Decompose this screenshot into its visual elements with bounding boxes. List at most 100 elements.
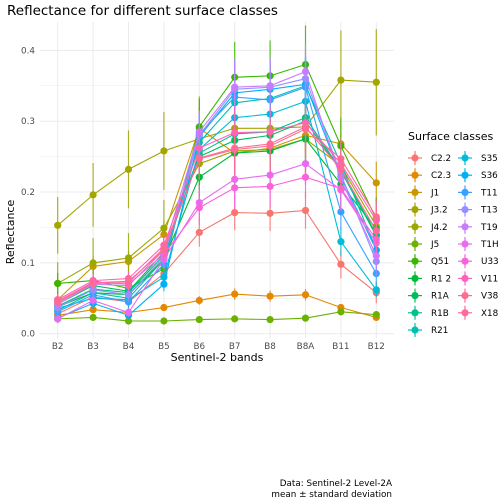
series-j5 (54, 308, 380, 325)
x-tick-label: B12 (368, 342, 385, 352)
x-tick-label: B5 (158, 342, 170, 352)
data-point (266, 82, 274, 90)
legend-key-point (411, 240, 419, 248)
data-point (301, 206, 310, 215)
legend-item: T11 (458, 185, 498, 200)
x-tick-label: B6 (193, 342, 205, 352)
legend-label: R1B (431, 309, 449, 319)
data-point (195, 204, 203, 212)
data-point (301, 291, 310, 299)
legend-item: S35 (458, 151, 498, 165)
legend-item: V11 (458, 271, 498, 286)
data-point (89, 191, 97, 199)
x-tick-label: B3 (87, 342, 99, 352)
legend-item: T19 (458, 219, 498, 234)
legend-label: T11 (480, 188, 498, 198)
legend-item: J4.2 (408, 219, 448, 234)
series-line (57, 126, 377, 302)
chart-title: Reflectance for different surface classe… (7, 3, 278, 19)
data-point (231, 144, 239, 152)
legend-key-point (411, 171, 419, 179)
legend-item: J3.2 (408, 202, 448, 217)
data-point (337, 208, 345, 216)
legend: Surface classes C2.2 C2.3 J1 J3.2 J4.2 J5 Q51 R… (408, 130, 499, 337)
data-point (160, 246, 168, 254)
x-tick-label: B8 (264, 342, 276, 352)
legend-item: U33 (458, 254, 499, 269)
data-point (195, 296, 203, 305)
data-point (231, 290, 239, 298)
data-point (266, 140, 274, 148)
legend-key-point (461, 206, 469, 214)
y-axis-title: Reflectance (4, 200, 17, 265)
data-point (54, 221, 62, 229)
x-tick-label: B2 (52, 342, 64, 352)
legend-key-point (411, 257, 419, 265)
legend-label: T19 (480, 223, 498, 233)
series-line (57, 128, 377, 304)
legend-key-point (461, 292, 469, 300)
legend-label: J1 (430, 188, 439, 198)
legend-label: V38 (481, 292, 498, 302)
series-line (57, 138, 377, 284)
x-tick-label: B8A (297, 342, 315, 352)
series-line (57, 293, 377, 318)
legend-item: X18 (458, 305, 498, 320)
legend-item: T1H (458, 237, 499, 251)
legend-key-point (461, 274, 469, 282)
data-point (301, 173, 310, 181)
y-tick-label: 0.1 (21, 259, 35, 269)
legend-key-point (411, 206, 419, 214)
data-point (195, 315, 203, 324)
data-point (372, 179, 380, 187)
series-layer (54, 25, 380, 325)
data-point (89, 313, 97, 322)
legend-title: Surface classes (408, 130, 493, 143)
data-point (124, 277, 133, 285)
x-axis-title: Sentinel-2 bands (171, 351, 264, 364)
x-tick-label: B4 (123, 342, 135, 352)
data-point (231, 184, 239, 192)
data-point (195, 228, 203, 237)
legend-key-point (461, 257, 469, 265)
legend-key-point (461, 188, 469, 196)
data-point (372, 311, 380, 319)
legend-key-point (461, 154, 469, 162)
data-point (231, 83, 239, 91)
data-point (89, 306, 97, 314)
legend-key-point (461, 240, 469, 248)
legend-key-point (411, 292, 419, 300)
data-point (301, 123, 310, 131)
legend-key-point (461, 309, 469, 317)
series-line (57, 70, 377, 305)
data-point (301, 67, 310, 76)
data-point (195, 154, 203, 162)
data-point (337, 76, 345, 84)
legend-item: J1 (408, 185, 439, 200)
legend-label: J3.2 (430, 206, 448, 216)
legend-item: C2.2 (408, 151, 451, 165)
data-point (231, 315, 239, 323)
data-point (54, 315, 62, 323)
series-line (57, 120, 377, 305)
legend-key-point (411, 188, 419, 196)
data-point (89, 296, 97, 305)
legend-label: T1H (480, 240, 499, 250)
legend-label: T13 (480, 206, 498, 216)
caption-line-1: Data: Sentinel-2 Level-2A (280, 479, 392, 489)
data-point (231, 208, 239, 217)
series-line (57, 163, 377, 320)
data-point (89, 279, 97, 287)
legend-key-point (411, 309, 419, 317)
data-point (124, 254, 133, 262)
data-point (160, 317, 168, 325)
series-line (57, 138, 377, 308)
data-point (372, 78, 380, 86)
series-x18 (54, 102, 380, 307)
data-point (124, 165, 133, 173)
data-point (124, 317, 133, 325)
axis-tick-labels: 0.0 0.1 0.2 0.3 0.4 B2 B3 B4 B5 B6 B7 B8 B8A B11 B12 (21, 46, 385, 352)
legend-label: J5 (430, 240, 439, 250)
legend-label: R1A (431, 292, 449, 302)
